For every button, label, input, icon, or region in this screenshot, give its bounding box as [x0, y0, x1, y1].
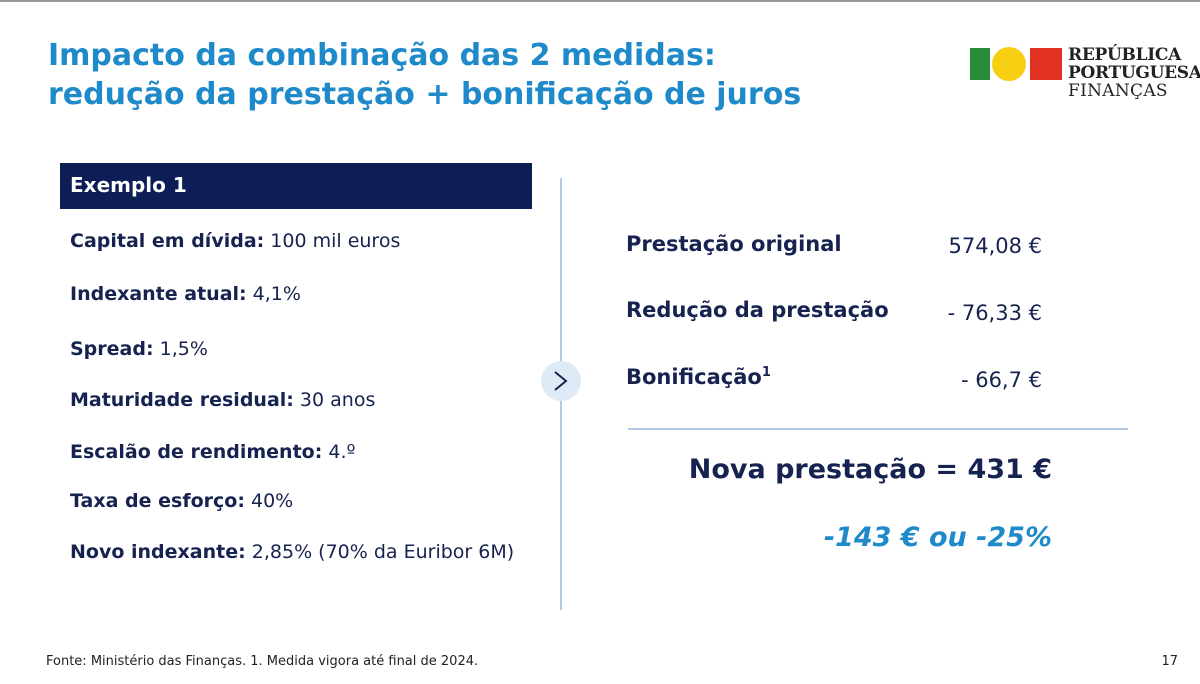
example-title: Exemplo 1	[70, 173, 187, 197]
chevron-right-icon	[541, 361, 581, 401]
example-header: Exemplo 1	[60, 163, 532, 209]
logo-text-line-2: PORTUGUESA	[1068, 63, 1200, 83]
param-value: 40%	[244, 490, 294, 512]
logo-red-block-icon	[1030, 48, 1062, 80]
row-label-text: Redução da prestação	[626, 298, 889, 322]
top-border	[0, 0, 1200, 2]
chevron-right-icon-graphic	[554, 371, 568, 391]
param-label: Indexante atual:	[70, 283, 247, 305]
logo-green-block-icon	[970, 48, 990, 80]
param-taxa-esforco: Taxa de esforço: 40%	[70, 490, 293, 512]
logo-text-line-3: FINANÇAS	[1068, 81, 1168, 101]
republica-portuguesa-logo: REPÚBLICA PORTUGUESA FINANÇAS	[968, 46, 1200, 106]
param-capital: Capital em dívida: 100 mil euros	[70, 230, 400, 252]
param-label: Novo indexante:	[70, 541, 246, 563]
param-escalao: Escalão de rendimento: 4.º	[70, 441, 355, 463]
logo-text-line-1: REPÚBLICA	[1068, 45, 1181, 65]
param-value: 100 mil euros	[264, 230, 401, 252]
logo-yellow-circle-icon	[992, 47, 1026, 81]
param-value: 30 anos	[293, 389, 376, 411]
param-value: 4,1%	[246, 283, 301, 305]
param-label: Taxa de esforço:	[70, 490, 245, 512]
slide-title: Impacto da combinação das 2 medidas: red…	[48, 36, 801, 114]
page-number: 17	[1161, 654, 1178, 669]
param-label: Spread:	[70, 338, 154, 360]
slide-title-line-2: redução da prestação + bonificação de ju…	[48, 77, 802, 112]
param-label: Maturidade residual:	[70, 389, 294, 411]
new-payment-total: Nova prestação = 431 €	[688, 454, 1052, 485]
footnote-marker: 1	[761, 365, 771, 380]
row-label-text: Bonificação	[626, 365, 762, 389]
row-value-prestacao-original: 574,08 €	[948, 234, 1042, 258]
slide-title-line-1: Impacto da combinação das 2 medidas:	[48, 38, 716, 73]
row-value-reducao-prestacao: - 76,33 €	[947, 301, 1042, 325]
row-label-text: Prestação original	[626, 232, 842, 256]
param-novo-indexante: Novo indexante: 2,85% (70% da Euribor 6M…	[70, 541, 514, 563]
param-value: 4.º	[322, 441, 356, 463]
param-maturidade: Maturidade residual: 30 anos	[70, 389, 375, 411]
param-label: Escalão de rendimento:	[70, 441, 323, 463]
row-label-prestacao-original: Prestação original	[626, 232, 842, 256]
param-value: 2,85% (70% da Euribor 6M)	[245, 541, 515, 563]
param-indexante-atual: Indexante atual: 4,1%	[70, 283, 301, 305]
param-value: 1,5%	[153, 338, 208, 360]
horizontal-divider	[628, 428, 1128, 430]
logo-text: REPÚBLICA PORTUGUESA FINANÇAS	[1068, 46, 1200, 100]
param-label: Capital em dívida:	[70, 230, 265, 252]
param-spread: Spread: 1,5%	[70, 338, 208, 360]
row-value-bonificacao: - 66,7 €	[960, 368, 1042, 392]
row-label-bonificacao: Bonificação1	[626, 365, 771, 389]
row-label-reducao-prestacao: Redução da prestação	[626, 298, 889, 322]
source-footnote: Fonte: Ministério das Finanças. 1. Medid…	[46, 654, 479, 669]
savings-summary: -143 € ou -25%	[823, 522, 1052, 553]
